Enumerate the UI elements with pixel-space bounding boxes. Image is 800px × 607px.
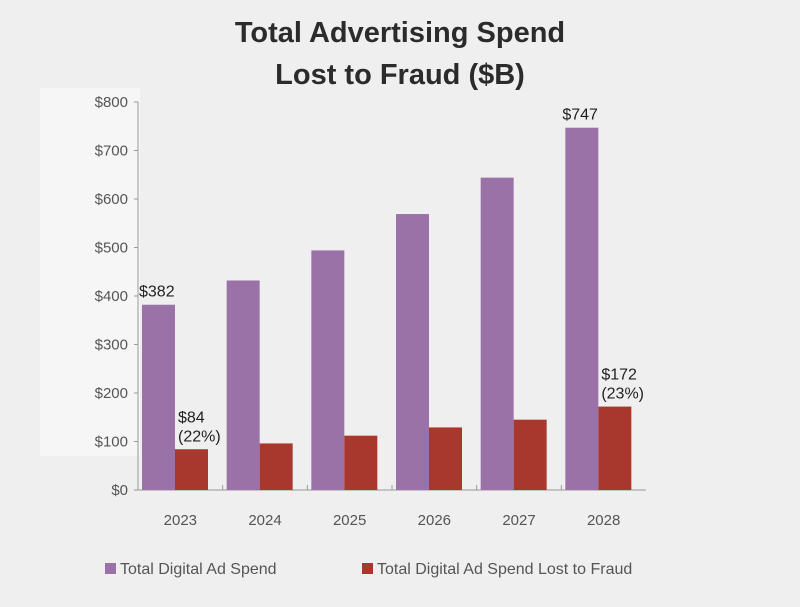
data-label: $382 [139, 284, 175, 301]
bar-ad-spend-2024 [226, 280, 260, 490]
y-tick-label: $200 [95, 385, 128, 402]
bar-fraud-2026 [429, 427, 462, 490]
chart-title: Total Advertising Spend Lost to Fraud ($… [0, 12, 800, 96]
bar-fraud-2023 [175, 449, 208, 490]
y-tick-label: $700 [95, 143, 128, 160]
x-tick-label: 2023 [164, 512, 197, 529]
data-label: (23%) [601, 386, 644, 403]
legend-swatch [105, 563, 116, 574]
legend-label: Total Digital Ad Spend [120, 561, 277, 578]
bar-ad-spend-2026 [396, 214, 429, 490]
axis-panel [40, 88, 140, 456]
chart-title-line-1: Total Advertising Spend [234, 17, 566, 49]
bar-fraud-2028 [598, 406, 632, 490]
y-tick-label: $0 [111, 482, 128, 499]
legend-label: Total Digital Ad Spend Lost to Fraud [377, 561, 632, 578]
y-tick-label: $800 [95, 94, 128, 111]
legend-swatch [362, 563, 373, 574]
data-label: $84 [178, 409, 205, 426]
y-tick-label: $300 [95, 337, 128, 354]
y-tick-label: $500 [95, 240, 128, 257]
x-tick-label: 2024 [248, 512, 281, 529]
x-tick-label: 2025 [333, 512, 366, 529]
x-tick-label: 2027 [502, 512, 535, 529]
y-tick-label: $600 [95, 191, 128, 208]
bar-ad-spend-2023 [142, 304, 175, 490]
x-tick-label: 2026 [418, 512, 451, 529]
data-label: $172 [601, 367, 637, 384]
bar-fraud-2027 [513, 419, 547, 490]
bar-ad-spend-2025 [311, 250, 345, 490]
y-tick-label: $100 [95, 434, 128, 451]
bar-ad-spend-2027 [480, 177, 514, 490]
bar-fraud-2025 [344, 435, 378, 490]
bar-ad-spend-2028 [565, 127, 599, 490]
y-tick-label: $400 [95, 288, 128, 305]
chart-title-line-2: Lost to Fraud ($B) [275, 59, 525, 91]
x-tick-label: 2028 [587, 512, 620, 529]
bar-fraud-2024 [259, 443, 293, 490]
data-label: $747 [562, 107, 598, 124]
data-label: (22%) [178, 428, 221, 445]
